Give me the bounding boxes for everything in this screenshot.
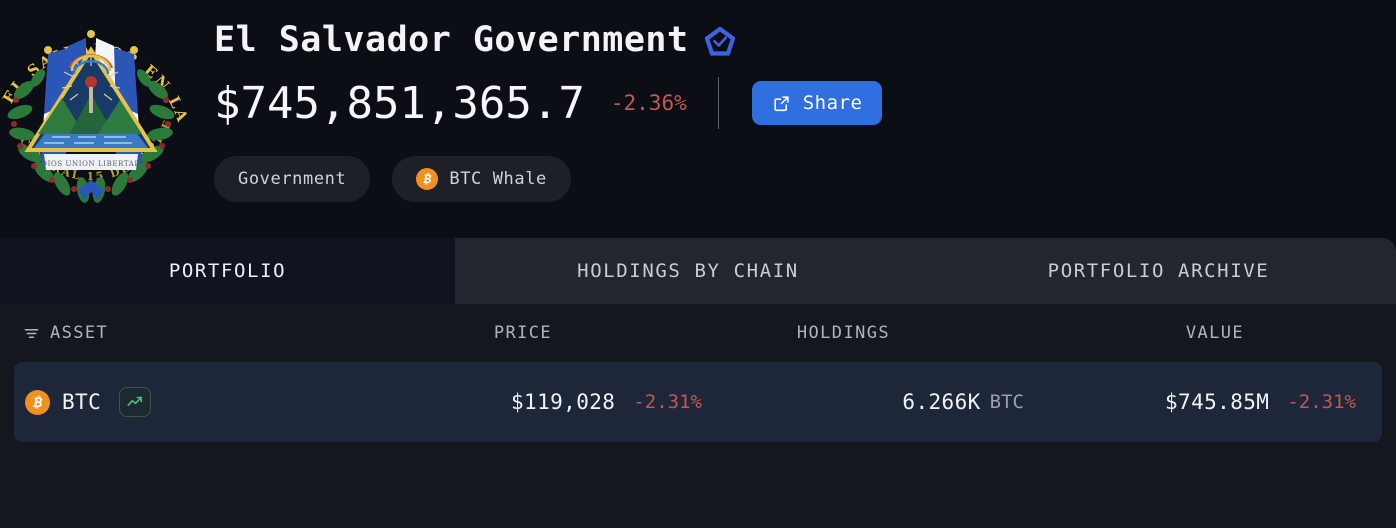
profile-title-row: El Salvador Government (214, 14, 1396, 66)
sparkline-button[interactable] (119, 387, 152, 417)
tag-government[interactable]: Government (214, 156, 371, 202)
price-value: $119,028 (511, 390, 616, 414)
bitcoin-icon: ₿ (416, 168, 439, 190)
tab-portfolio-label: PORTFOLIO (168, 260, 287, 282)
share-button[interactable]: Share (751, 81, 883, 125)
tag-government-label: Government (238, 169, 347, 189)
page-title: El Salvador Government (214, 20, 689, 60)
share-button-label: Share (802, 92, 863, 114)
cell-value: $745.85M -2.31% (1040, 390, 1382, 414)
column-header-value[interactable]: VALUE (1026, 323, 1396, 343)
tab-bar: PORTFOLIO HOLDINGS BY CHAIN PORTFOLIO AR… (0, 238, 1396, 304)
external-link-icon (774, 95, 789, 111)
column-header-value-label: VALUE (1185, 323, 1244, 343)
cell-price: $119,028 -2.31% (382, 390, 712, 414)
value-amount: $745.85M (1165, 390, 1270, 414)
column-header-holdings[interactable]: HOLDINGS (698, 323, 1026, 343)
price-change: -2.31% (633, 391, 702, 413)
portfolio-value-row: $745,851,365.7 -2.36% Share (214, 72, 1396, 134)
tab-holdings-by-chain-label: HOLDINGS BY CHAIN (577, 260, 799, 282)
column-header-asset[interactable]: ASSET (0, 323, 368, 343)
portfolio-total-change: -2.36% (610, 91, 687, 115)
holdings-unit: BTC (989, 391, 1024, 413)
svg-text:DIOS UNION LIBERTAD: DIOS UNION LIBERTAD (41, 160, 140, 168)
tag-btc-whale[interactable]: ₿ BTC Whale (392, 156, 571, 202)
bitcoin-icon: ₿ (25, 389, 50, 415)
profile-tag-row: Government ₿ BTC Whale (214, 156, 1396, 202)
tab-portfolio[interactable]: PORTFOLIO (0, 238, 455, 304)
verified-badge-icon (704, 27, 735, 56)
tab-portfolio-archive[interactable]: PORTFOLIO ARCHIVE (921, 238, 1396, 304)
portfolio-total-value: $745,851,365.7 (214, 77, 585, 129)
holdings-amount: 6.266K (902, 390, 981, 414)
column-header-price-label: PRICE (493, 323, 552, 343)
column-header-price[interactable]: PRICE (368, 323, 698, 343)
asset-symbol: BTC (62, 390, 102, 414)
column-header-asset-label: ASSET (50, 323, 109, 343)
cell-holdings: 6.266K BTC (712, 390, 1040, 414)
filter-icon[interactable] (24, 326, 39, 341)
profile-header: EL SALVADOR EN LA AMERICA CENTRAL 15 DE … (0, 0, 1396, 238)
vertical-divider (717, 77, 719, 129)
trending-up-icon (127, 396, 143, 406)
tag-btc-whale-label: BTC Whale (449, 169, 547, 189)
table-header-row: ASSET PRICE HOLDINGS VALUE (0, 304, 1396, 362)
holdings-table: ASSET PRICE HOLDINGS VALUE ₿ BTC (0, 304, 1396, 442)
el-salvador-coat-of-arms-logo: EL SALVADOR EN LA AMERICA CENTRAL 15 DE … (0, 0, 196, 226)
cell-asset: ₿ BTC (14, 387, 382, 417)
tab-portfolio-archive-label: PORTFOLIO ARCHIVE (1047, 260, 1270, 282)
table-row[interactable]: ₿ BTC $119,028 -2.31% 6.266K BTC $745.85… (14, 362, 1382, 442)
tab-holdings-by-chain[interactable]: HOLDINGS BY CHAIN (455, 238, 921, 304)
value-change: -2.31% (1287, 391, 1356, 413)
column-header-holdings-label: HOLDINGS (796, 323, 890, 343)
